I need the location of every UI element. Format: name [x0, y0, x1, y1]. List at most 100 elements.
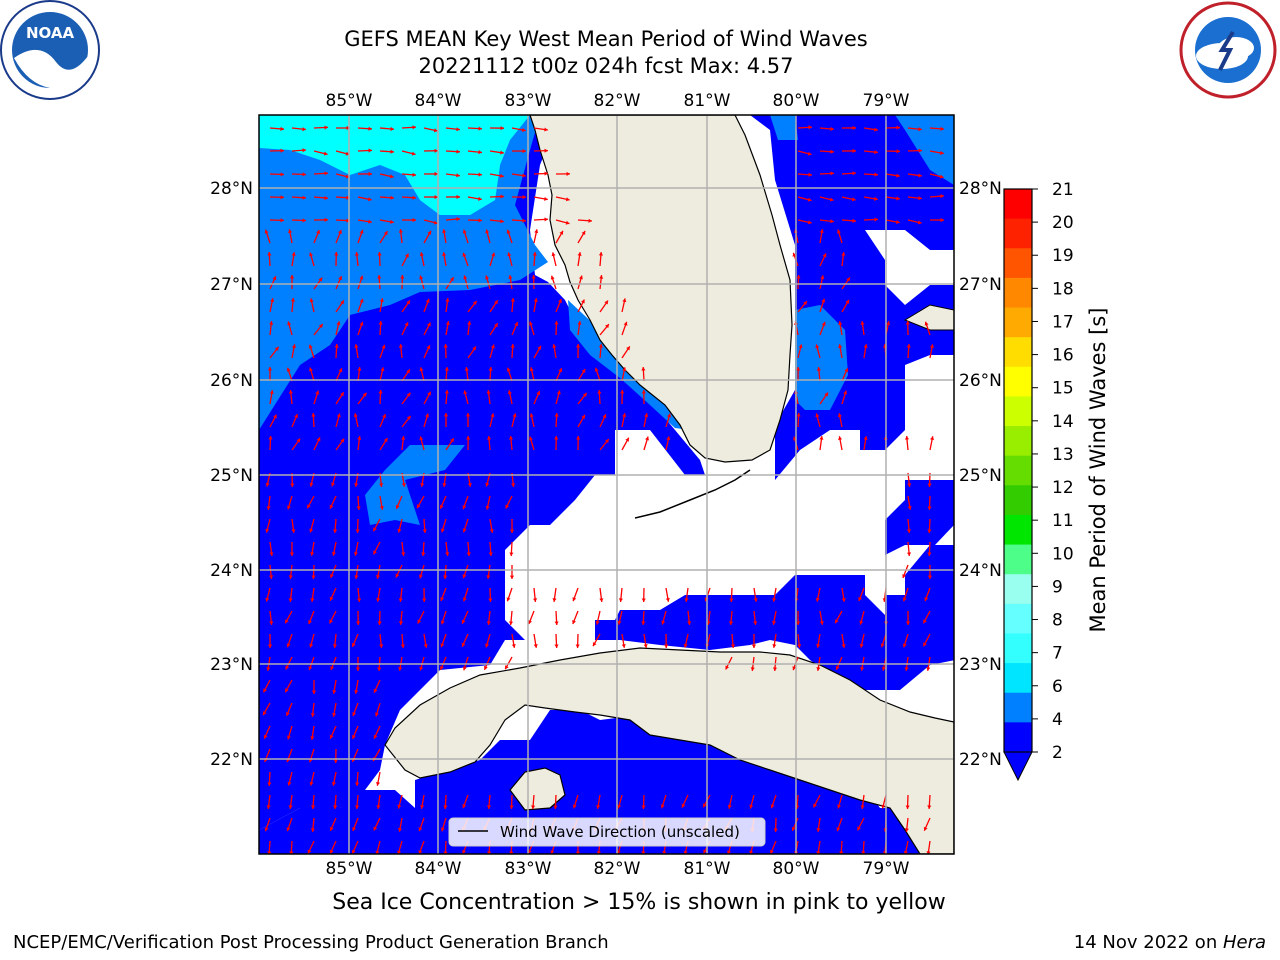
wave-direction-arrowhead [902, 643, 907, 648]
wave-direction-arrowhead [522, 173, 526, 178]
wave-direction-arrowhead [819, 621, 824, 625]
lon-label-bottom: 85°W [326, 859, 373, 879]
wave-direction-arrowhead [478, 150, 482, 155]
wave-direction-arrowhead [376, 598, 381, 602]
wave-direction-arrowhead [352, 827, 357, 832]
wave-direction-arrowhead [420, 805, 425, 809]
wave-direction-arrowhead [509, 805, 514, 809]
wave-direction-arrowhead [838, 344, 843, 348]
wave-direction-arrowhead [373, 826, 378, 831]
wave-direction-arrowhead [852, 171, 856, 176]
wave-direction-arrowhead [510, 344, 515, 348]
wave-direction-arrowhead [462, 850, 466, 854]
wave-direction-arrowhead [578, 275, 583, 280]
wave-direction-arrowhead [443, 805, 448, 809]
lat-label-left: 25°N [210, 466, 253, 486]
wave-direction-arrowhead [390, 219, 394, 224]
wave-direction-arrowhead [315, 390, 320, 395]
wave-direction-arrowhead [824, 392, 829, 397]
lon-label-top: 84°W [415, 91, 462, 111]
wave-direction-arrowhead [309, 482, 314, 487]
wave-direction-arrowhead [500, 194, 504, 199]
wave-direction-arrowhead [442, 483, 447, 487]
wave-direction-arrowhead [641, 621, 646, 625]
wave-direction-arrowhead [552, 344, 557, 348]
wave-direction-arrowhead [329, 504, 334, 509]
wave-direction-arrowhead [845, 299, 850, 304]
wave-direction-arrowhead [507, 252, 512, 257]
wave-direction-arrowhead [434, 194, 438, 200]
wave-direction-arrowhead [772, 667, 778, 671]
wave-direction-arrowhead [478, 218, 482, 223]
colorbar-segment [1004, 544, 1032, 575]
lon-label-bottom: 80°W [773, 859, 820, 879]
wave-direction-arrowhead [687, 621, 692, 625]
wave-direction-arrowhead [406, 300, 410, 305]
wave-direction-arrowhead [660, 804, 665, 809]
colorbar-tick-label: 10 [1052, 544, 1074, 564]
wave-direction-arrowhead [400, 275, 405, 279]
wave-direction-arrowhead [374, 712, 379, 717]
wave-direction-arrowhead [463, 275, 468, 280]
wave-direction-arrowhead [904, 436, 910, 440]
wave-direction-arrowhead [373, 734, 378, 739]
wave-direction-arrowhead [820, 275, 825, 280]
wave-direction-arrowhead [644, 413, 649, 418]
wave-direction-arrowhead [880, 643, 885, 648]
wave-direction-arrowhead [308, 666, 313, 671]
wave-direction-arrowhead [280, 126, 284, 131]
wave-direction-arrowhead [506, 367, 511, 372]
wave-direction-arrowhead [511, 644, 516, 648]
water-mid-period-atlantic [795, 305, 848, 410]
wave-direction-arrowhead [816, 644, 821, 648]
land-florida [529, 115, 793, 463]
wave-direction-arrowhead [808, 125, 812, 130]
wave-direction-arrowhead [729, 598, 734, 602]
wave-direction-arrowhead [467, 321, 472, 325]
wave-direction-arrowhead [383, 438, 388, 443]
wave-direction-arrowhead [332, 713, 337, 717]
wave-direction-arrowhead [500, 150, 504, 155]
lon-label-top: 85°W [326, 91, 373, 111]
wave-direction-arrowhead [381, 344, 386, 349]
wave-direction-arrowhead [940, 126, 944, 131]
wave-direction-arrowhead [581, 230, 586, 235]
footer-date: 14 Nov 2022 on Hera [1074, 932, 1266, 953]
wave-direction-arrowhead [556, 390, 561, 395]
wave-direction-arrowhead [291, 252, 296, 256]
wave-direction-arrowhead [930, 436, 935, 441]
colorbar-tick-label: 16 [1052, 346, 1074, 366]
wave-direction-arrowhead [821, 298, 826, 303]
wave-direction-arrowhead [770, 804, 775, 809]
wave-direction-arrowhead [588, 218, 592, 223]
wave-direction-arrowhead [506, 597, 511, 602]
wave-direction-arrowhead [822, 253, 827, 258]
lat-label-left: 28°N [210, 179, 253, 199]
wave-direction-arrowhead [440, 665, 444, 670]
wave-direction-arrowhead [572, 597, 577, 602]
wave-direction-arrowhead [940, 217, 944, 223]
wave-direction-arrowhead [641, 367, 646, 371]
lon-labels-top: 85°W 84°W 83°W 82°W 81°W 80°W 79°W [326, 91, 910, 111]
colorbar-segment [1004, 366, 1032, 397]
wave-direction-arrowhead [904, 667, 909, 671]
noaa-logo-text: NOAA [26, 24, 75, 42]
wave-direction-arrowhead [309, 367, 313, 372]
wave-direction-arrowhead [807, 151, 812, 156]
wave-direction-arrowhead [772, 598, 777, 602]
wave-direction-arrowhead [288, 390, 293, 394]
wave-direction-arrowhead [362, 392, 367, 397]
wave-direction-arrowhead [819, 436, 824, 440]
wave-direction-arrowhead [771, 620, 777, 625]
wave-direction-arrowhead [334, 252, 339, 256]
wave-direction-arrowhead [874, 172, 878, 177]
wave-direction-arrowhead [390, 149, 394, 154]
wave-direction-arrowhead [918, 148, 922, 153]
wave-direction-arrowhead [464, 367, 469, 371]
wave-direction-arrowhead [596, 805, 601, 809]
wave-direction-arrowhead [665, 598, 670, 602]
wave-direction-arrowhead [263, 688, 267, 693]
wave-direction-arrowhead [373, 550, 377, 555]
wave-direction-arrowhead [417, 619, 422, 624]
lat-label-right: 24°N [959, 561, 1002, 581]
